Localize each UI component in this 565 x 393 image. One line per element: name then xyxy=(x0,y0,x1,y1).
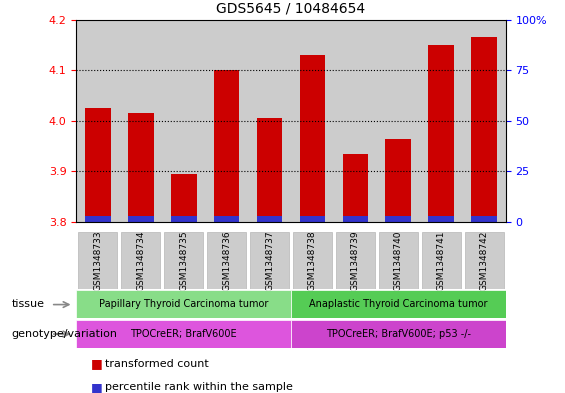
Bar xyxy=(471,37,497,222)
Bar xyxy=(257,118,282,222)
Bar xyxy=(342,154,368,222)
Text: ■: ■ xyxy=(90,380,102,393)
FancyBboxPatch shape xyxy=(291,320,506,348)
Text: percentile rank within the sample: percentile rank within the sample xyxy=(105,382,293,392)
Bar xyxy=(385,216,411,222)
Text: GSM1348736: GSM1348736 xyxy=(222,230,231,291)
Text: GSM1348740: GSM1348740 xyxy=(394,230,403,291)
Text: GSM1348739: GSM1348739 xyxy=(351,230,360,291)
Text: GSM1348741: GSM1348741 xyxy=(437,230,446,291)
Text: tissue: tissue xyxy=(11,299,44,309)
Text: GSM1348742: GSM1348742 xyxy=(480,230,489,291)
Text: transformed count: transformed count xyxy=(105,358,208,369)
FancyBboxPatch shape xyxy=(291,290,506,318)
Bar xyxy=(257,216,282,222)
Text: TPOCreER; BrafV600E; p53 -/-: TPOCreER; BrafV600E; p53 -/- xyxy=(326,329,471,339)
FancyBboxPatch shape xyxy=(422,232,460,289)
Bar xyxy=(128,216,154,222)
Bar xyxy=(214,70,240,222)
Bar xyxy=(428,216,454,222)
Bar xyxy=(299,55,325,222)
FancyBboxPatch shape xyxy=(76,290,291,318)
FancyBboxPatch shape xyxy=(293,232,332,289)
FancyBboxPatch shape xyxy=(207,232,246,289)
Text: GSM1348734: GSM1348734 xyxy=(136,230,145,291)
Text: GSM1348735: GSM1348735 xyxy=(179,230,188,291)
Text: GSM1348738: GSM1348738 xyxy=(308,230,317,291)
Bar xyxy=(385,139,411,222)
Text: ■: ■ xyxy=(90,357,102,370)
FancyBboxPatch shape xyxy=(121,232,160,289)
Bar xyxy=(299,216,325,222)
Text: genotype/variation: genotype/variation xyxy=(11,329,118,339)
Bar xyxy=(214,216,240,222)
Text: GSM1348733: GSM1348733 xyxy=(93,230,102,291)
Title: GDS5645 / 10484654: GDS5645 / 10484654 xyxy=(216,2,366,16)
Bar xyxy=(171,174,197,222)
Text: TPOCreER; BrafV600E: TPOCreER; BrafV600E xyxy=(131,329,237,339)
Bar xyxy=(85,216,111,222)
Bar xyxy=(471,216,497,222)
Bar xyxy=(171,216,197,222)
FancyBboxPatch shape xyxy=(164,232,203,289)
FancyBboxPatch shape xyxy=(336,232,375,289)
FancyBboxPatch shape xyxy=(465,232,503,289)
Text: Papillary Thyroid Carcinoma tumor: Papillary Thyroid Carcinoma tumor xyxy=(99,299,268,309)
Text: Anaplastic Thyroid Carcinoma tumor: Anaplastic Thyroid Carcinoma tumor xyxy=(309,299,488,309)
Bar xyxy=(428,45,454,222)
Text: GSM1348737: GSM1348737 xyxy=(265,230,274,291)
FancyBboxPatch shape xyxy=(379,232,418,289)
Bar xyxy=(85,108,111,222)
Bar xyxy=(342,216,368,222)
FancyBboxPatch shape xyxy=(76,320,291,348)
FancyBboxPatch shape xyxy=(250,232,289,289)
FancyBboxPatch shape xyxy=(79,232,117,289)
Bar xyxy=(128,113,154,222)
